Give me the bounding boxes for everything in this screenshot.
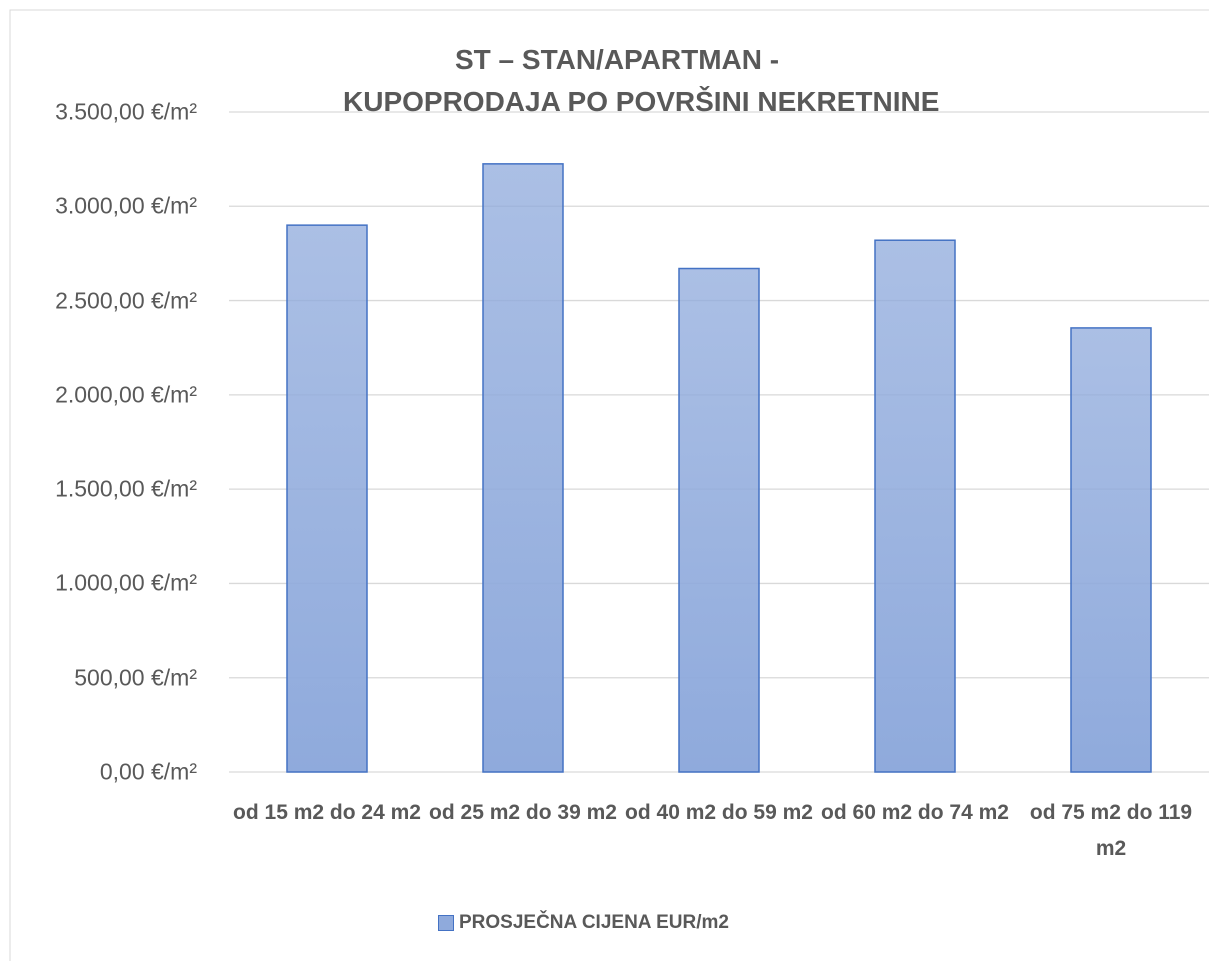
y-tick-label: 3.000,00 €/m²	[55, 192, 197, 219]
y-tick-label: 2.000,00 €/m²	[55, 381, 197, 408]
y-tick-label: 1.500,00 €/m²	[55, 475, 197, 502]
y-tick-label: 3.500,00 €/m²	[55, 98, 197, 125]
y-tick-label: 2.500,00 €/m²	[55, 287, 197, 314]
chart-title: ST – STAN/APARTMAN -	[455, 44, 780, 75]
legend-label: PROSJEČNA CIJENA EUR/m2	[459, 912, 729, 933]
bar	[1070, 327, 1152, 773]
x-tick-label: od 60 m2 do 74 m2	[821, 801, 1009, 824]
bar	[286, 224, 368, 773]
chart-border	[9, 9, 1209, 961]
x-tick-label: od 75 m2 do 119 m2	[1029, 801, 1193, 860]
y-tick-label: 1.000,00 €/m²	[55, 569, 197, 596]
bar	[678, 267, 760, 773]
x-tick-label: od 15 m2 do 24 m2	[233, 801, 421, 824]
chart-title: KUPOPRODAJA PO POVRŠINI NEKRETNINE	[343, 86, 940, 117]
y-tick-label: 0,00 €/m²	[99, 758, 197, 785]
x-tick-label: od 40 m2 do 59 m2	[625, 801, 813, 824]
bar	[482, 163, 564, 773]
x-tick-label: od 25 m2 do 39 m2	[429, 801, 617, 824]
y-tick-label: 500,00 €/m²	[74, 664, 197, 691]
legend-swatch	[438, 915, 454, 931]
legend: PROSJEČNA CIJENA EUR/m2	[438, 912, 729, 934]
bar	[874, 239, 956, 773]
